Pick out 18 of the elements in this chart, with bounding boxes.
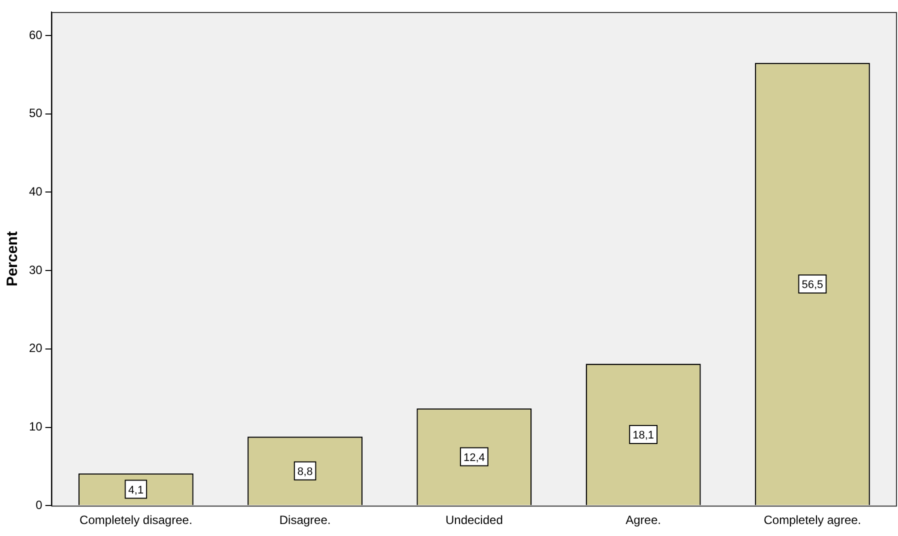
y-tick-label: 10 (28, 420, 43, 434)
y-tick-label: 60 (28, 28, 43, 42)
y-tick-label: 0 (36, 498, 43, 512)
data-label: 56,5 (802, 279, 824, 292)
data-label: 12,4 (463, 452, 485, 464)
x-tick-label: Completely disagree. (80, 513, 192, 528)
x-tick-label: Completely agree. (764, 513, 862, 528)
y-axis-title: Percent (4, 231, 22, 286)
data-label: 8,8 (297, 466, 313, 478)
y-tick-label: 50 (28, 106, 43, 120)
y-tick-label: 40 (28, 184, 43, 199)
x-tick-label: Disagree. (279, 513, 331, 528)
y-tick-label: 20 (28, 341, 43, 356)
data-label: 18,1 (632, 429, 654, 442)
data-label: 4,1 (128, 484, 144, 496)
x-tick-label: Undecided (445, 513, 503, 528)
x-tick-label: Agree. (626, 513, 661, 528)
y-tick-label: 30 (28, 262, 43, 277)
